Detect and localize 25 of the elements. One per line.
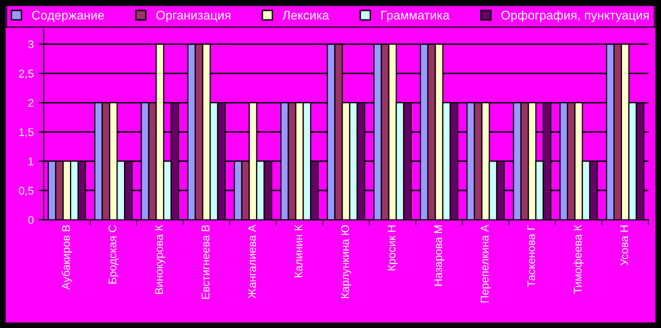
legend-label: Орфография, пунктуация (501, 10, 649, 22)
y-tick-label: 3 (28, 40, 34, 48)
x-tick-label: Аубакиров В (62, 225, 72, 290)
y-tick-label: 0 (28, 216, 34, 224)
y-tick-label: 2 (28, 98, 34, 107)
x-tick-label: Винокурова К (155, 224, 166, 294)
y-tick-label: 2,5 (19, 70, 34, 79)
x-tick-label: Усова Н (620, 226, 628, 266)
y-tick-label: 1,5 (19, 128, 34, 138)
legend-label: Организация (156, 10, 230, 22)
x-tick-label: Калинин К (294, 224, 302, 278)
legend-label: Лексика (282, 10, 330, 20)
x-tick-label: Бродская С (108, 225, 119, 284)
x-tick-label: Кросик Н (388, 226, 398, 270)
y-tick-label: 1 (28, 158, 34, 166)
x-tick-label: Тимофеева К (573, 224, 584, 294)
x-tick-label: Карлункина Ю (341, 225, 352, 298)
x-tick-label: Евстигнеева В (202, 225, 210, 299)
x-tick-label: Назарова М (434, 226, 444, 286)
x-tick-label: Жангалиева А (248, 224, 256, 298)
legend-label: Грамматика (381, 10, 450, 22)
y-tick-label: 0,5 (18, 186, 34, 196)
x-tick-label: Таскенова Г (527, 224, 536, 287)
x-tick-label: Перепелкина А (480, 224, 491, 302)
legend-label: Содержание (32, 10, 104, 22)
